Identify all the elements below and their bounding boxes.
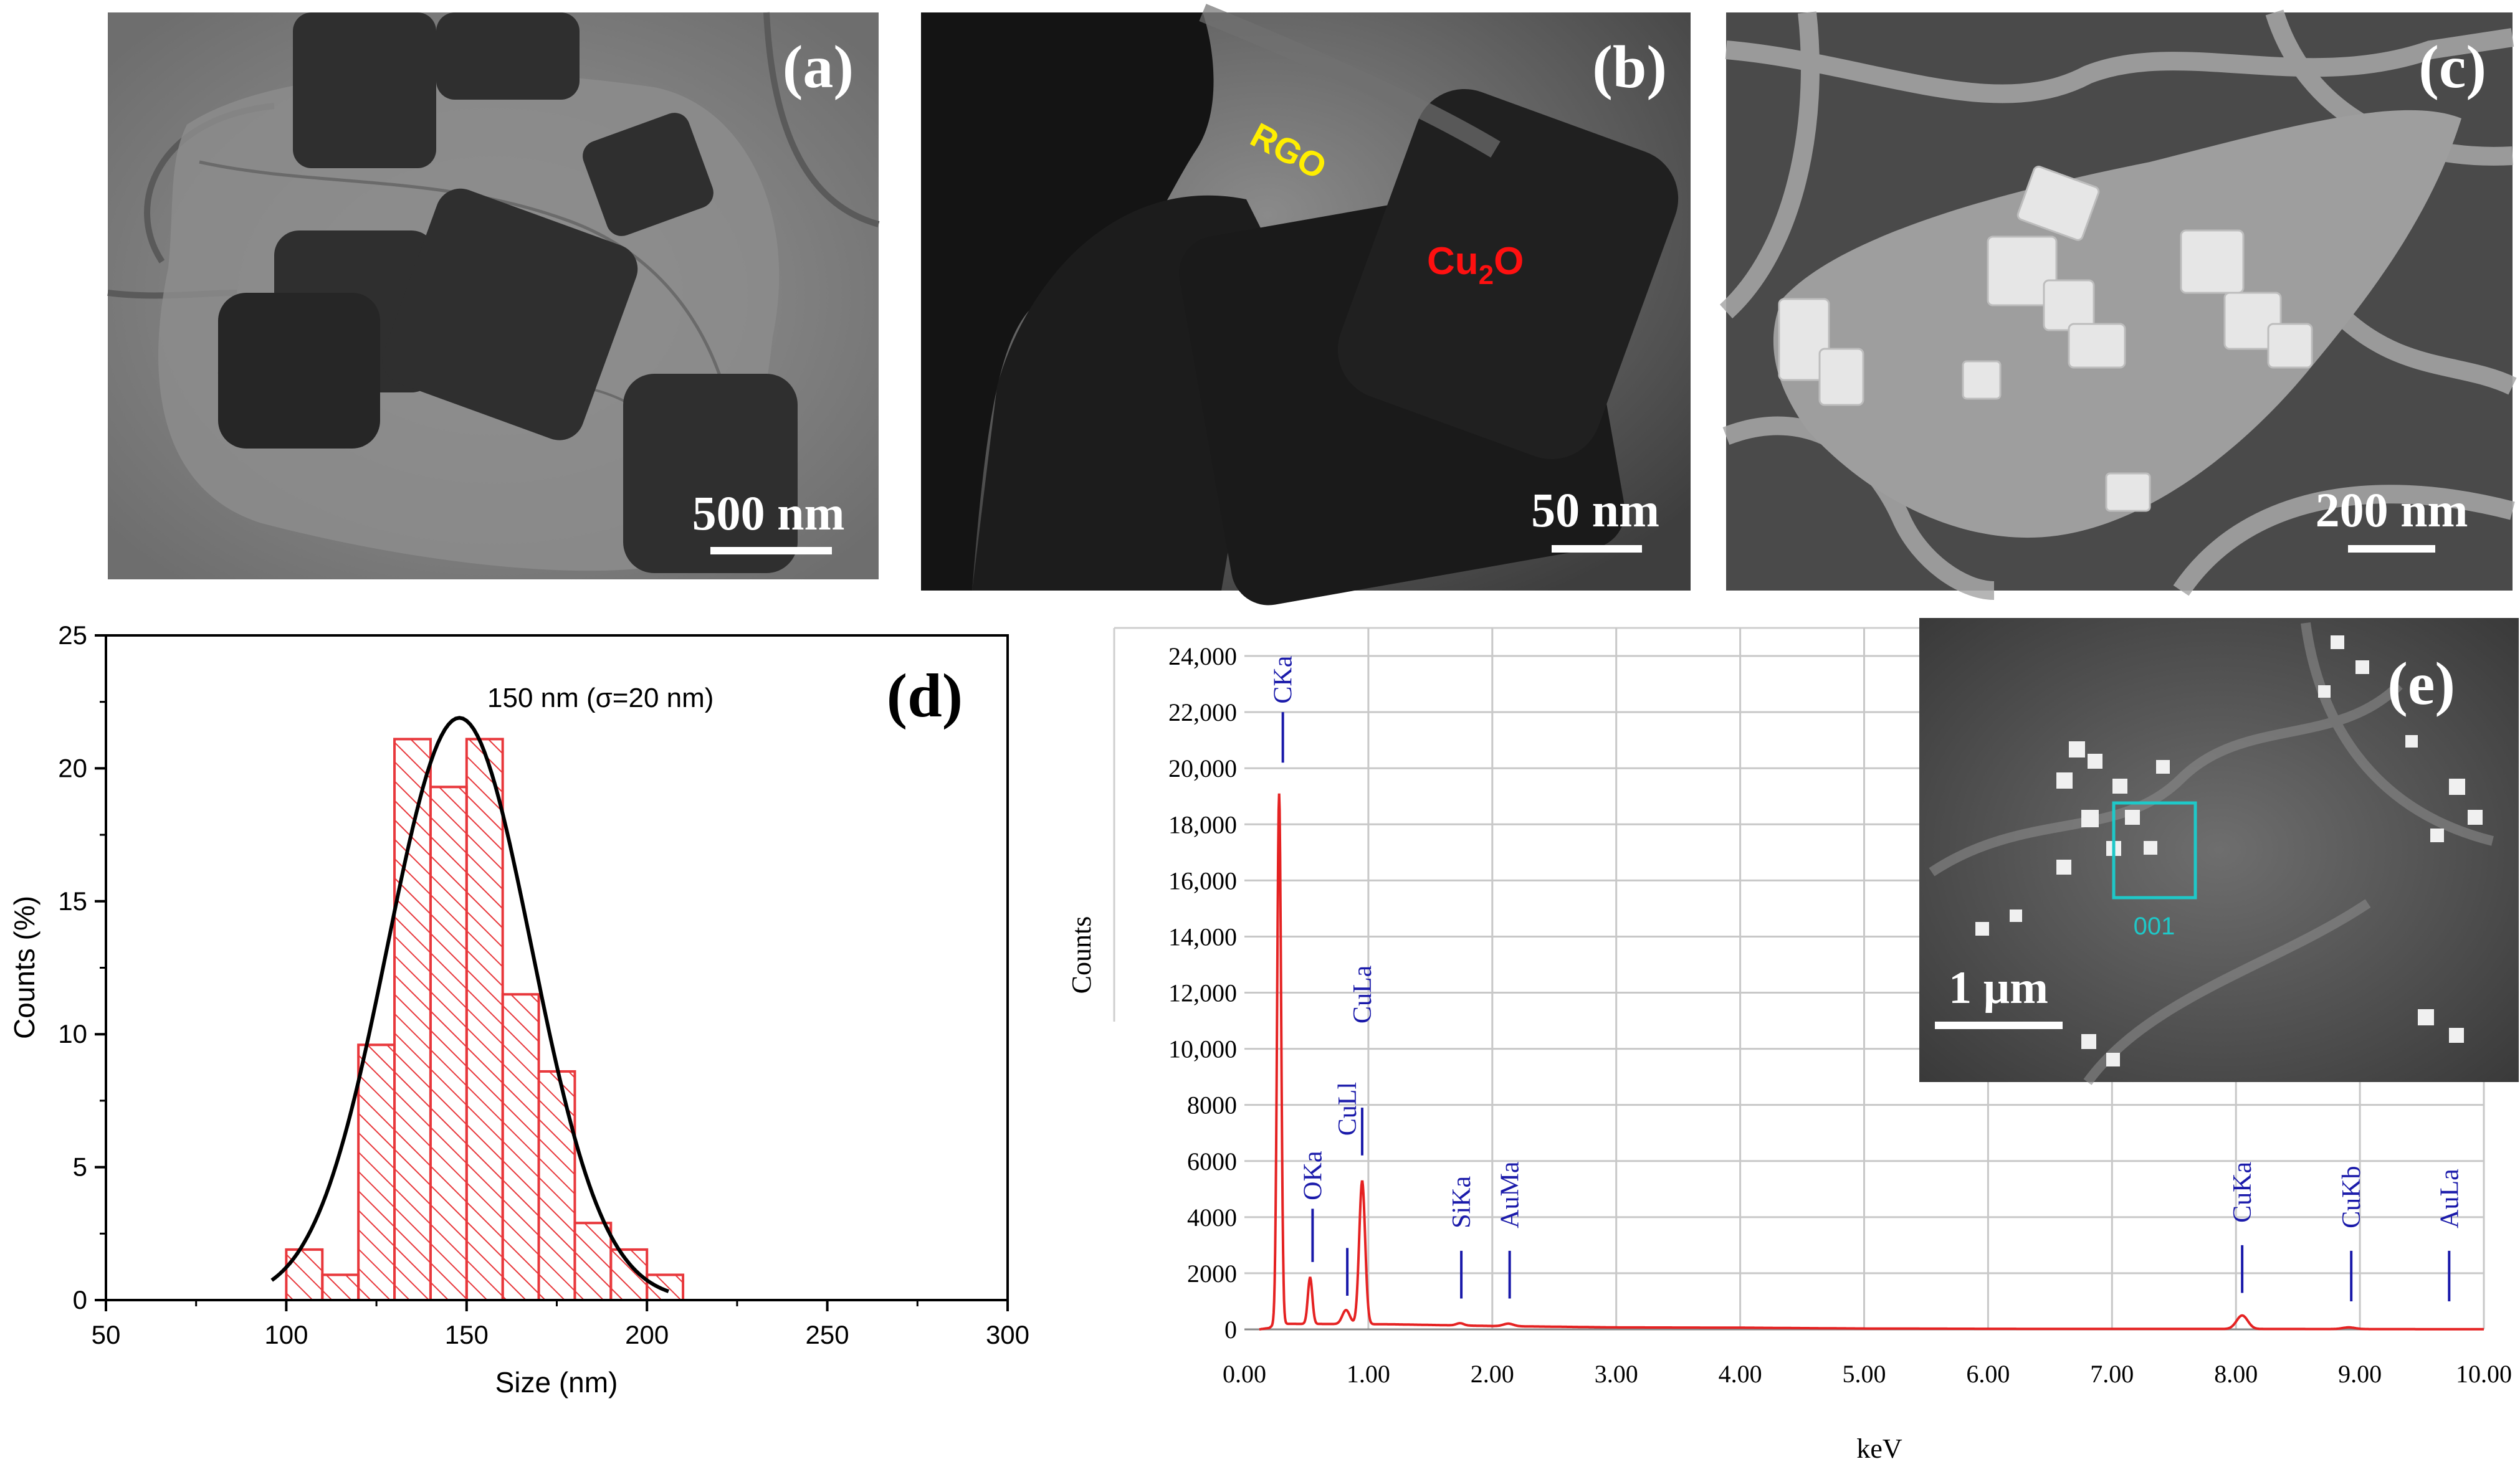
y-tick-label: 10,000	[1168, 1035, 1237, 1063]
panel-a-scale-text: 500 nm	[692, 486, 845, 540]
peak-label: CuKa	[2228, 1162, 2257, 1223]
histogram-y-label: Counts (%)	[8, 896, 41, 1039]
y-tick-label: 22,000	[1168, 698, 1237, 726]
x-tick-label: 100	[264, 1320, 308, 1349]
panel-d-label: (d)	[887, 661, 963, 730]
panel-c-scale-text: 200 nm	[2316, 483, 2468, 537]
panel-c-label: (c)	[2418, 34, 2486, 101]
y-tick-label: 8000	[1187, 1091, 1237, 1119]
x-tick-label: 7.00	[2090, 1360, 2134, 1388]
y-tick-label: 2000	[1187, 1260, 1237, 1288]
gaussian-fit-curve	[270, 716, 669, 1293]
panel-c-scale-bar	[2348, 545, 2435, 553]
x-tick-label: 4.00	[1719, 1360, 1762, 1388]
y-tick-label: 6000	[1187, 1147, 1237, 1175]
panel-b: RGO Cu2O (b) 50 nm	[921, 4, 1691, 606]
spectrum-x-label: keV	[1856, 1433, 1902, 1464]
panel-b-label: (b)	[1592, 34, 1667, 101]
x-tick-label: 0.00	[1223, 1360, 1266, 1388]
y-tick-label: 25	[58, 620, 87, 650]
panel-a: (a) 500 nm	[107, 12, 880, 579]
panel-e-label: (e)	[2387, 650, 2455, 718]
y-tick-label: 5	[73, 1152, 87, 1182]
y-tick-label: 4000	[1187, 1204, 1237, 1232]
x-tick-label: 1.00	[1347, 1360, 1390, 1388]
y-tick-label: 18,000	[1168, 810, 1237, 838]
eds-region-label: 001	[2134, 913, 2175, 940]
y-tick-label: 0	[73, 1285, 87, 1314]
x-tick-label: 10.00	[2456, 1360, 2512, 1388]
spectrum-x-ticks: 0.00 1.00 2.00 3.00 4.00 5.00 6.00 7.00 8.00 9.00…	[1223, 1360, 2512, 1388]
x-tick-label: 3.00	[1595, 1360, 1638, 1388]
y-tick-label: 10	[58, 1019, 87, 1048]
panel-a-scale-bar	[710, 547, 832, 554]
histogram-bar	[646, 1273, 685, 1301]
cu2o-annotation: Cu2O	[1427, 240, 1524, 290]
x-tick-label: 250	[806, 1320, 849, 1349]
panel-c: (c) 200 nm	[1719, 9, 2517, 600]
panel-d: 50 100 150 200 250 300 0 5 10 15 20 25 Size (nm) C…	[8, 620, 1029, 1399]
histogram-x-label: Size (nm)	[495, 1366, 618, 1399]
histogram-bar	[321, 1273, 360, 1301]
x-tick-label: 300	[986, 1320, 1029, 1349]
x-tick-label: 2.00	[1471, 1360, 1514, 1388]
panel-e: 0 2000 4000 6000 8000 10,000 12,000 14,000 16,00…	[1066, 618, 2519, 1464]
peak-label: CuLa	[1348, 965, 1377, 1023]
cu2o-cubes	[218, 12, 798, 573]
histogram-bar	[429, 786, 468, 1301]
cu2o-cube-cluster	[1778, 166, 2313, 512]
panel-b-scale-text: 50 nm	[1531, 483, 1659, 537]
histogram-y-ticks: 0 5 10 15 20 25	[58, 620, 106, 1314]
y-tick-label: 20	[58, 753, 87, 782]
x-tick-label: 150	[445, 1320, 489, 1349]
histogram-bars	[285, 738, 685, 1302]
x-tick-label: 6.00	[1966, 1360, 2010, 1388]
eds-spectrum-line	[1259, 793, 2484, 1331]
peak-label: CuKb	[2337, 1166, 2366, 1228]
x-tick-label: 50	[92, 1320, 121, 1349]
histogram-x-ticks: 50 100 150 200 250 300	[92, 1300, 1029, 1349]
eds-analysis-region-box	[2112, 801, 2197, 900]
peak-label: AuLa	[2435, 1169, 2464, 1228]
y-tick-label: 12,000	[1168, 979, 1237, 1007]
cu2o-dark-particles	[921, 12, 1679, 606]
histogram-bar	[285, 1248, 324, 1301]
histogram-bar	[501, 993, 540, 1302]
spectrum-y-ticks: 0 2000 4000 6000 8000 10,000 12,000 14,000 16,00…	[1168, 642, 1237, 1344]
histogram-bar	[537, 1070, 576, 1302]
peak-label: OKa	[1299, 1151, 1327, 1200]
x-tick-label: 8.00	[2214, 1360, 2258, 1388]
inset-scale-bar	[1935, 1022, 2063, 1029]
histogram-bar	[357, 1043, 396, 1301]
peak-label: AuMa	[1496, 1161, 1525, 1228]
eds-inset-sem-image: 001 1 µm (e)	[1919, 618, 2519, 1085]
y-tick-label: 16,000	[1168, 867, 1237, 895]
histogram-fit-annotation: 150 nm (σ=20 nm)	[487, 683, 714, 713]
x-tick-label: 200	[625, 1320, 669, 1349]
panel-b-scale-bar	[1552, 545, 1642, 553]
inset-scale-text: 1 µm	[1949, 962, 2048, 1014]
x-tick-label: 9.00	[2338, 1360, 2382, 1388]
panel-a-label: (a)	[783, 34, 854, 101]
rgo-edge	[1199, 4, 1501, 158]
histogram-bar	[465, 738, 504, 1301]
y-tick-label: 0	[1224, 1316, 1237, 1344]
y-tick-label: 20,000	[1168, 754, 1237, 782]
peak-label: CuLl	[1334, 1082, 1362, 1136]
spectrum-y-label: Counts	[1066, 916, 1097, 994]
x-tick-label: 5.00	[1843, 1360, 1886, 1388]
y-tick-label: 14,000	[1168, 923, 1237, 951]
peak-label: SiKa	[1448, 1175, 1476, 1228]
y-tick-label: 15	[58, 886, 87, 916]
peak-label: CKa	[1269, 655, 1298, 703]
histogram-bar	[573, 1222, 613, 1302]
y-tick-label: 24,000	[1168, 642, 1237, 670]
